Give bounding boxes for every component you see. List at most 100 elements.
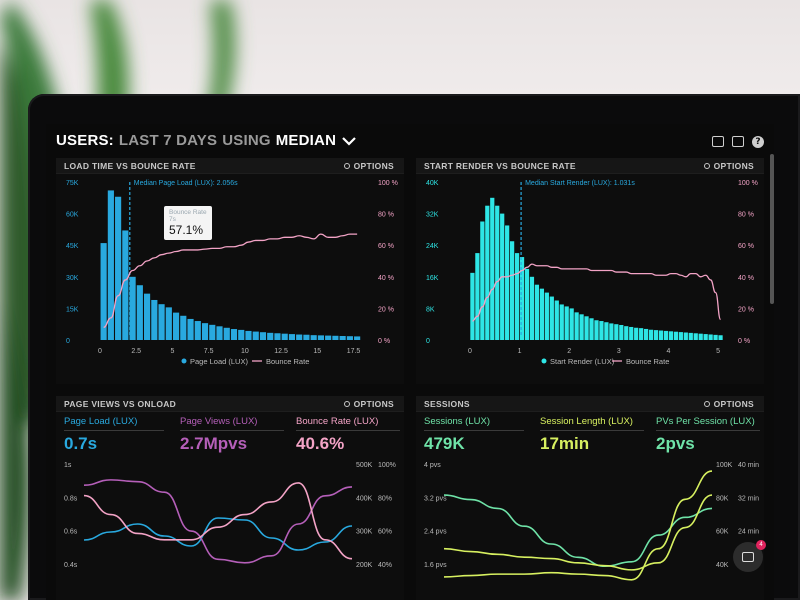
tooltip-value: 57.1% — [169, 223, 204, 237]
histogram-bar — [524, 268, 530, 340]
stat-divider — [656, 430, 760, 431]
start-render-chart: 40K 32K 24K 16K 8K 0 100 % 80 % 60 % 40 % 20 % 0 % M… — [426, 180, 758, 366]
options-label: OPTIONS — [713, 161, 754, 171]
options-label: OPTIONS — [713, 399, 754, 409]
image-icon[interactable] — [732, 136, 744, 147]
stat-divider — [64, 430, 164, 431]
legend-bar-label: Page Load (LUX) — [190, 357, 248, 366]
histogram-bar — [151, 299, 158, 340]
series-line — [443, 494, 713, 568]
histogram-bar — [514, 253, 520, 340]
histogram-bar — [346, 336, 353, 340]
y3-tick-label: 32 min — [738, 495, 759, 502]
histogram-bar — [678, 332, 683, 340]
y2-tick-label: 0 % — [738, 338, 750, 345]
stat-value-session-length: 17min — [540, 434, 590, 453]
histogram-bar — [216, 326, 223, 340]
panel-page-views: PAGE VIEWS VS ONLOAD OPTIONS Page Load (… — [56, 396, 404, 600]
y2-tick-label: 40 % — [378, 275, 394, 282]
gear-icon — [343, 163, 350, 169]
y-tick-label: 3.2 pvs — [424, 495, 447, 502]
y2-tick-label: 60K — [716, 529, 729, 536]
histogram-bar — [599, 321, 604, 340]
stat-label-page-views: Page Views (LUX) — [180, 416, 258, 427]
histogram-bar — [230, 329, 238, 340]
panel-load-time: LOAD TIME VS BOUNCE RATE OPTIONS 75K 60K 4… — [56, 158, 404, 384]
panel-header: LOAD TIME VS BOUNCE RATE OPTIONS — [56, 158, 404, 174]
histogram-bar — [644, 328, 649, 340]
histogram-bar — [639, 328, 644, 340]
y-tick-label: 0 — [426, 338, 430, 345]
histogram-bar — [187, 318, 194, 340]
histogram-bar — [718, 335, 723, 340]
histogram-bar — [296, 334, 303, 340]
monitor-icon[interactable] — [712, 136, 724, 147]
scrollbar[interactable] — [770, 154, 774, 304]
histogram-bar — [158, 304, 165, 340]
series-line — [443, 494, 713, 571]
options-button[interactable]: OPTIONS — [703, 161, 754, 171]
y2-tick-label: 60 % — [738, 243, 754, 250]
histogram-bar — [122, 230, 129, 340]
histogram-bar — [629, 326, 634, 340]
options-button[interactable]: OPTIONS — [343, 161, 394, 171]
histogram-bar — [281, 333, 288, 340]
x-tick-label: 10 — [241, 348, 249, 355]
tooltip-label: Bounce Rate — [169, 209, 207, 216]
y2-tick-label: 100 % — [378, 180, 398, 187]
y3-tick-label: 40% — [378, 562, 392, 569]
options-label: OPTIONS — [353, 161, 394, 171]
y2-tick-label: 100K — [716, 462, 733, 469]
histogram-bar — [252, 331, 259, 340]
histogram-bar — [668, 331, 674, 340]
y3-tick-label: 24 min — [738, 529, 759, 536]
x-tick-label: 17.5 — [347, 348, 361, 355]
y2-tick-label: 500K — [356, 462, 373, 469]
histogram-bar — [201, 323, 209, 340]
y-tick-label: 16K — [426, 275, 439, 282]
x-tick-label: 2 — [567, 348, 571, 355]
y2-tick-label: 300K — [356, 529, 373, 536]
y2-tick-label: 40 % — [738, 275, 754, 282]
y-tick-label: 30K — [66, 275, 79, 282]
y2-tick-label: 100 % — [738, 180, 758, 187]
histogram-bar — [549, 296, 554, 340]
y-tick-label: 15K — [66, 306, 79, 313]
y-tick-label: 40K — [426, 180, 439, 187]
histogram-bar — [129, 276, 136, 340]
stat-label-pvs-per-session: PVs Per Session (LUX) — [656, 416, 755, 427]
histogram-bar — [107, 190, 114, 340]
chevron-down-icon[interactable] — [341, 136, 357, 146]
x-tick-label: 12.5 — [274, 348, 288, 355]
panel-title: START RENDER VS BOUNCE RATE — [424, 161, 576, 171]
stat-value-page-load: 0.7s — [64, 434, 98, 453]
histogram-bar — [554, 300, 559, 340]
histogram-bar — [194, 321, 201, 340]
y-tick-label: 1s — [64, 462, 72, 469]
x-tick-label: 0 — [98, 348, 102, 355]
y2-tick-label: 40K — [716, 562, 729, 569]
stat-divider — [540, 430, 644, 431]
options-button[interactable]: OPTIONS — [343, 399, 394, 409]
histogram-bar — [238, 329, 245, 340]
histogram-bar — [708, 334, 713, 340]
y-tick-label: 60K — [66, 212, 79, 219]
stat-divider — [296, 430, 400, 431]
histogram-bar — [658, 330, 664, 340]
legend-bar-swatch — [181, 358, 187, 364]
bounce-rate-line — [103, 233, 358, 329]
histogram-bar — [624, 326, 629, 340]
options-button[interactable]: OPTIONS — [703, 399, 754, 409]
y-tick-label: 0.6s — [64, 529, 78, 536]
histogram-bar — [310, 335, 317, 340]
gear-icon — [343, 401, 350, 407]
y3-tick-label: 80% — [378, 495, 392, 502]
page-title[interactable]: USERS: LAST 7 DAYS USING MEDIAN — [56, 132, 357, 149]
histogram-bar — [490, 197, 495, 340]
panel-title: PAGE VIEWS VS ONLOAD — [64, 399, 177, 409]
y-tick-label: 8K — [426, 306, 435, 313]
help-icon[interactable]: ? — [752, 136, 764, 148]
y-tick-label: 1.6 pvs — [424, 562, 447, 569]
histogram-bar — [614, 324, 619, 340]
stat-label-bounce-rate: Bounce Rate (LUX) — [296, 416, 379, 427]
